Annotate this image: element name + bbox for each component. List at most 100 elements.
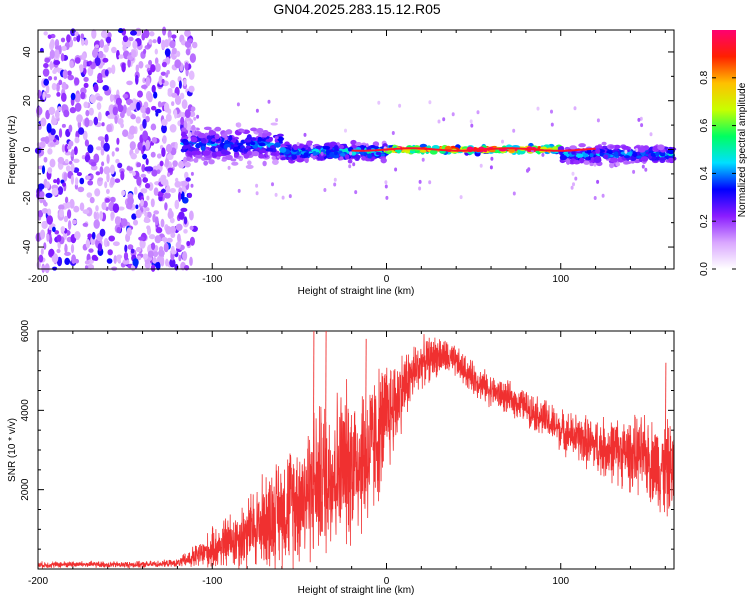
spectrogram-cell [188,70,195,81]
spectrogram-cell [61,81,67,91]
spectrogram-cell [154,57,159,65]
spectrogram-cell [54,49,60,59]
spectrogram-cell [152,39,157,44]
spectrogram-cell [132,171,136,177]
spectrogram-cell [610,157,618,163]
spectrogram-cell [93,211,97,220]
spectrogram-cell [153,210,160,215]
spectrogram-cell [84,117,90,128]
spectrogram-cell [135,246,142,253]
spectrogram-cell [109,164,115,175]
spectrogram-cell [94,56,101,67]
spectrogram-cell [117,118,124,125]
spectrogram-cell [150,64,156,73]
spectrogram-cell [589,153,594,158]
spectrogram-cell [97,177,104,182]
spectrogram-cell [112,106,118,116]
spectrogram-cell [394,149,402,153]
spectrogram-cell [162,26,167,36]
spectrogram-cell [96,95,103,101]
spectrogram-cell [123,251,129,261]
spectrogram-cell [73,205,80,213]
spectrogram-cell [184,62,189,71]
snr-y-tick-label: 2000 [20,478,31,501]
spectrogram-cell [97,72,103,83]
spectrogram-cell [67,70,72,76]
spectrogram-cell [178,191,182,202]
spectrogram-cell [101,201,107,211]
spectrogram-cell [88,248,94,253]
spectrogram-cell [101,161,105,167]
spectrogram-cell [160,178,166,185]
spectrogram-cell [150,151,156,158]
spectrogram-cell [348,164,352,169]
spectrogram-cell [167,88,173,93]
spectrogram-cell [107,249,113,256]
spectrogram-cell [206,135,212,140]
spectrogram-cell [49,248,55,257]
spectrogram-cell [170,225,176,234]
spectrogram-cell [512,128,516,133]
spectrogram-cell [64,196,69,204]
spectrogram-cell [649,132,653,137]
spectrogram-cell [575,153,584,158]
spectrogram-cell [268,136,274,141]
spectrogram-cell [49,49,55,60]
spectrogram-cell [84,139,89,147]
spectrogram-cell [41,165,46,175]
spectrogram-cell [110,196,116,203]
spectrogram-cell [136,162,142,168]
spectrogram-cell [114,216,121,226]
spectrogram-cell [333,150,338,156]
spectrogram-cell [99,210,104,221]
spectrogram-cell [236,142,244,146]
spectrogram-cell [570,185,574,190]
spectrogram-cell [174,141,178,151]
spectrogram-cell [155,111,159,117]
spectrogram-cell [169,217,175,224]
spectrogram-cell [640,156,649,162]
spectrogram-cell [374,146,380,150]
spectrogram-cell [171,34,177,39]
spectrogram-cell [60,37,66,43]
spectrogram-cell [37,124,42,131]
spectrogram-cell [364,158,372,162]
spectrogram-cell [51,82,57,91]
spectrogram-cell [615,162,621,167]
spectrogram-cell [235,122,239,127]
spectrogram-cell [106,258,113,264]
spectrogram-cell [160,188,166,193]
spectrogram-cell [384,180,388,185]
spectrogram-cell [429,149,438,155]
spectrogram-cell [151,242,156,251]
spectrogram-cell [117,162,123,169]
spectrogram-cell [90,161,97,167]
spectrogram-cell [73,167,80,173]
spectrogram-cell [99,228,106,237]
spectrogram-cell [293,144,299,151]
spectrogram-cell [442,117,446,122]
spectrogram-cell [44,57,51,63]
spectrogram-cell [164,157,170,168]
spectrogram-cell [141,164,146,173]
spectrogram-cell [164,202,168,211]
snr-x-tick-label: 100 [552,576,569,587]
spectrogram-cell [174,181,182,188]
spectrogram-cell [50,38,55,49]
spectrogram-cell [64,143,69,153]
spectrogram-cell [45,192,53,199]
spectrogram-cell [179,92,185,100]
snr-spike [312,330,315,485]
spectrogram-cell [50,128,56,136]
spectrogram-cell [127,244,134,250]
spectrogram-cell [150,198,155,208]
spectrogram-cell [183,120,188,130]
spectrogram-cell [169,79,176,89]
spectrogram-cell [61,144,66,153]
spectrogram-cell [122,44,127,52]
spectrogram-cell [83,67,87,75]
spectrogram-cell [174,59,182,69]
spectrogram-cell [352,162,356,167]
spectrogram-cell [573,106,577,111]
